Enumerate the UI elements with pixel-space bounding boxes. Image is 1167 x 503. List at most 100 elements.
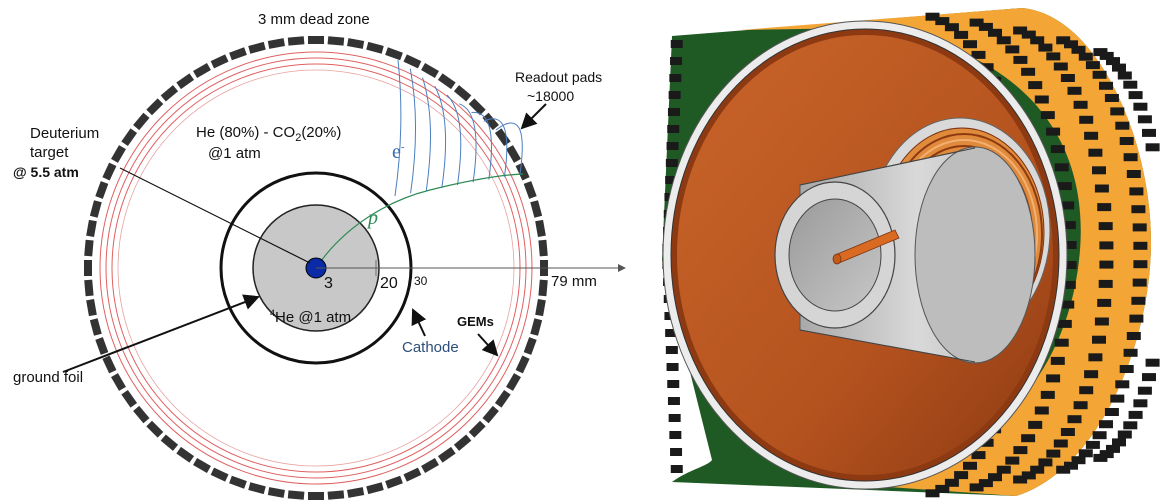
- pad-tooth: [1094, 317, 1109, 326]
- pad-tooth: [1099, 420, 1113, 429]
- pad-tooth: [935, 17, 950, 26]
- pad-tooth: [1040, 111, 1055, 120]
- pad-tooth: [1067, 86, 1082, 95]
- pad-tooth: [1088, 148, 1103, 157]
- pad-tooth: [988, 28, 1002, 37]
- pad-tooth: [1131, 296, 1146, 305]
- pad-tooth: [1128, 410, 1143, 419]
- readout-pad: [515, 355, 530, 374]
- pad-tooth: [669, 431, 682, 439]
- pad-tooth: [1021, 30, 1036, 39]
- readout-pad: [86, 219, 97, 237]
- pad-tooth: [1145, 358, 1160, 367]
- electron-track: [409, 68, 417, 194]
- readout-pad: [308, 36, 324, 44]
- readout-pad: [229, 47, 247, 61]
- pad-tooth: [1128, 91, 1143, 100]
- pad-tooth: [1071, 456, 1086, 465]
- pad-tooth: [1099, 241, 1114, 250]
- readout-pads-label: Readout pads: [515, 69, 602, 85]
- pad-tooth: [944, 23, 959, 32]
- pad-tooth: [1046, 52, 1061, 61]
- pad-tooth: [1132, 223, 1147, 232]
- pad-tooth: [1092, 166, 1106, 175]
- pad-tooth: [665, 176, 678, 184]
- readout-pad: [111, 373, 126, 391]
- pad-tooth: [1126, 170, 1141, 178]
- readout-pad: [482, 112, 499, 131]
- pad-tooth: [1129, 314, 1144, 323]
- radius-79-label: 79 mm: [551, 273, 597, 290]
- readout-pad: [267, 487, 285, 498]
- pad-tooth: [1038, 458, 1053, 467]
- schematic-cross-section: 3 mm dead zone Readout pads ~18000 He (8…: [13, 11, 626, 500]
- pad-tooth: [1088, 353, 1103, 362]
- pad-tooth: [1112, 438, 1126, 447]
- pad-tooth: [1021, 471, 1036, 480]
- pad-tooth: [1005, 45, 1020, 54]
- readout-pad: [95, 337, 109, 355]
- pad-tooth: [1013, 475, 1028, 484]
- readout-pad-ring: [84, 36, 548, 500]
- pad-tooth: [1061, 280, 1076, 289]
- readout-pad: [494, 389, 511, 408]
- readout-pad: [506, 373, 521, 391]
- pad-tooth: [1053, 62, 1068, 71]
- electron-track: [394, 59, 402, 197]
- readout-pad: [538, 239, 548, 257]
- pad-tooth: [1064, 40, 1078, 49]
- readout-pad: [248, 482, 266, 495]
- readout-pad: [453, 85, 472, 102]
- readout-pad: [530, 318, 543, 336]
- readout-pad: [453, 434, 472, 451]
- readout-pad: [515, 162, 530, 181]
- pad-tooth: [971, 50, 986, 59]
- readout-pad: [176, 446, 195, 463]
- pad-tooth: [1013, 55, 1028, 64]
- pad-tooth: [1071, 45, 1086, 54]
- pad-tooth: [1030, 36, 1045, 45]
- readout-pads-count: ~18000: [527, 88, 574, 104]
- pad-tooth: [666, 142, 679, 150]
- target-label-line1: Deuterium: [30, 125, 99, 142]
- pad-tooth: [1123, 80, 1138, 89]
- readout-pad: [347, 487, 365, 498]
- pad-tooth: [1046, 374, 1061, 383]
- pad-tooth: [1062, 261, 1077, 269]
- pad-tooth: [1054, 338, 1069, 347]
- pad-tooth: [1098, 279, 1113, 288]
- pad-tooth: [1142, 373, 1156, 382]
- pad-tooth: [996, 465, 1011, 474]
- pad-tooth: [1094, 184, 1109, 193]
- readout-pad: [327, 490, 345, 500]
- pad-tooth: [925, 12, 940, 21]
- cathode-label: Cathode: [402, 339, 459, 356]
- readout-pad: [267, 38, 285, 49]
- readout-pad: [121, 128, 138, 147]
- electron-track: [495, 122, 523, 175]
- readout-pad: [111, 145, 126, 163]
- pad-tooth: [667, 108, 680, 116]
- pad-tooth: [1013, 446, 1028, 455]
- pad-tooth: [670, 448, 683, 456]
- pad-tooth: [1079, 386, 1094, 395]
- readout-pad: [385, 47, 403, 61]
- pad-tooth: [1099, 51, 1114, 60]
- pad-tooth: [1137, 386, 1152, 395]
- pad-tooth: [1030, 465, 1045, 474]
- readout-pad: [193, 63, 211, 78]
- pad-tooth: [971, 451, 986, 460]
- readout-pad: [287, 36, 305, 46]
- pad-tooth: [1084, 370, 1099, 379]
- readout-pad: [468, 98, 486, 116]
- pad-tooth: [1097, 203, 1112, 212]
- pad-tooth: [1034, 95, 1049, 104]
- target-rod: [832, 229, 900, 265]
- dead-zone-label: 3 mm dead zone: [258, 11, 370, 28]
- readout-pad: [506, 145, 521, 163]
- pad-tooth: [665, 346, 678, 354]
- electron-track: [422, 77, 431, 191]
- pad-tooth: [1131, 205, 1146, 214]
- pad-tooth: [1099, 260, 1114, 269]
